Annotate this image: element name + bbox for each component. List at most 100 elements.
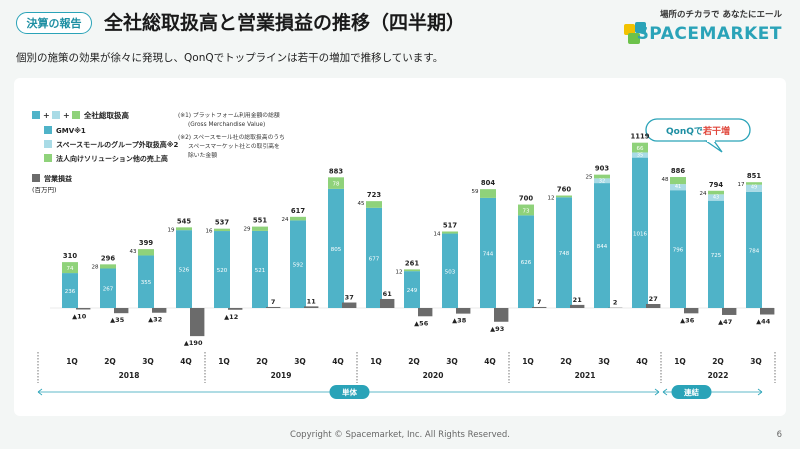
bar-gmv-4 <box>176 230 192 308</box>
label-op-1: ▲10 <box>72 312 87 320</box>
bar-op-9 <box>380 298 395 308</box>
bar-corp-3 <box>138 249 154 256</box>
label-gmv-14: 748 <box>559 251 570 257</box>
bar-gmv-13 <box>518 215 534 308</box>
bar-corp-7 <box>290 216 306 221</box>
legend-op-swatch <box>32 174 40 182</box>
label-total-1: 310 <box>63 252 77 260</box>
label-gmv-8: 805 <box>331 247 342 253</box>
label-gmv-19: 784 <box>749 248 760 254</box>
bar-gmv-6 <box>252 230 268 308</box>
label-gmv-7: 592 <box>293 263 304 269</box>
label-gmv-4: 526 <box>179 268 190 274</box>
label-corp-9: 45 <box>358 201 365 207</box>
label-corp-8: 78 <box>333 182 340 188</box>
bar-gmv-2 <box>100 268 116 308</box>
label-corp-2: 28 <box>92 264 99 270</box>
bar-group-18 <box>708 194 724 201</box>
year-label-2018: 2018 <box>119 371 140 380</box>
consolidated-badge <box>671 385 712 399</box>
label-op-6: 7 <box>271 298 276 306</box>
bar-op-6 <box>266 306 281 308</box>
bar-op-14 <box>570 304 585 308</box>
bar-corp-14 <box>556 195 572 198</box>
bar-op-19 <box>760 308 775 315</box>
bar-op-2 <box>114 308 129 314</box>
bar-gmv-19 <box>746 191 762 308</box>
bar-corp-17 <box>670 177 686 185</box>
bar-op-5 <box>228 308 243 310</box>
label-total-18: 794 <box>709 181 723 189</box>
label-op-5: ▲12 <box>224 313 238 321</box>
note1-line-a: (※1) プラットフォーム利用金額の総額 <box>178 111 280 119</box>
note2-line-c: 除いた金額 <box>188 151 217 159</box>
label-corp-17: 48 <box>662 177 669 183</box>
bar-op-1 <box>76 308 91 310</box>
bar-op-12 <box>494 308 509 322</box>
label-gmv-18: 725 <box>711 253 722 259</box>
bar-corp-8 <box>328 177 344 189</box>
label-total-15: 903 <box>595 165 609 173</box>
label-corp-12: 59 <box>472 189 479 195</box>
quarter-label-10: 2Q <box>408 357 420 366</box>
bar-corp-13 <box>518 204 534 216</box>
quarter-label-18: 2Q <box>712 357 724 366</box>
svg-text:+: + <box>43 111 50 120</box>
bar-gmv-1 <box>62 273 78 308</box>
legend-group-swatch-a <box>52 111 60 119</box>
page-number: 6 <box>776 430 782 440</box>
bar-corp-5 <box>214 228 230 232</box>
quarter-label-19: 3Q <box>750 357 762 366</box>
label-gmv-16: 1016 <box>633 231 647 237</box>
quarter-label-17: 1Q <box>674 357 686 366</box>
label-op-18: ▲47 <box>718 318 732 326</box>
label-total-13: 700 <box>519 195 533 203</box>
label-total-10: 261 <box>405 259 419 267</box>
callout-text: QonQで若干増 <box>666 125 730 137</box>
bar-corp-4 <box>176 227 192 231</box>
label-total-16: 1119 <box>631 133 650 141</box>
label-corp-13: 73 <box>523 208 530 214</box>
callout-bubble <box>645 118 751 142</box>
bar-op-11 <box>456 308 471 314</box>
quarter-label-14: 2Q <box>560 357 572 366</box>
legend-corp-swatch <box>44 154 52 162</box>
logo-tagline: 場所のチカラで あなたにエール <box>660 10 782 20</box>
label-gmv-3: 355 <box>141 280 152 286</box>
bar-gmv-10 <box>404 271 420 308</box>
label-corp-19: 17 <box>738 182 745 188</box>
bar-op-18 <box>722 308 737 315</box>
label-corp-5: 16 <box>206 229 213 235</box>
bar-gmv-5 <box>214 231 230 308</box>
quarter-label-4: 4Q <box>180 357 192 366</box>
year-label-2019: 2019 <box>271 371 292 380</box>
label-gmv-13: 626 <box>521 260 532 266</box>
label-corp-14: 12 <box>548 196 555 202</box>
quarter-label-13: 1Q <box>522 357 534 366</box>
bar-gmv-18 <box>708 200 724 308</box>
label-op-3: ▲32 <box>148 316 162 324</box>
bar-op-13 <box>532 306 547 308</box>
bar-gmv-9 <box>366 207 382 308</box>
label-group-18: 43 <box>713 194 719 200</box>
quarter-label-9: 1Q <box>370 357 382 366</box>
label-gmv-10: 249 <box>407 288 418 294</box>
legend-group-label: スペースモールのグループ外取扱高※2 <box>56 140 179 149</box>
label-group-17: 41 <box>675 184 681 190</box>
label-total-6: 551 <box>253 217 267 225</box>
label-total-2: 296 <box>101 254 115 262</box>
bar-gmv-16 <box>632 157 648 308</box>
quarter-label-15: 3Q <box>598 357 610 366</box>
legend-unit: (百万円) <box>32 186 57 194</box>
bar-op-3 <box>152 308 167 313</box>
label-op-8: 37 <box>345 294 354 302</box>
quarter-label-5: 1Q <box>218 357 230 366</box>
quarter-label-11: 3Q <box>446 357 458 366</box>
label-total-17: 886 <box>671 167 685 175</box>
legend-gmv-label: GMV※1 <box>56 126 86 135</box>
logo-mark-icon <box>624 22 646 44</box>
label-op-15: 2 <box>613 299 618 307</box>
label-corp-1: 74 <box>67 266 74 272</box>
bar-corp-10 <box>404 269 420 272</box>
label-corp-11: 14 <box>434 231 441 237</box>
